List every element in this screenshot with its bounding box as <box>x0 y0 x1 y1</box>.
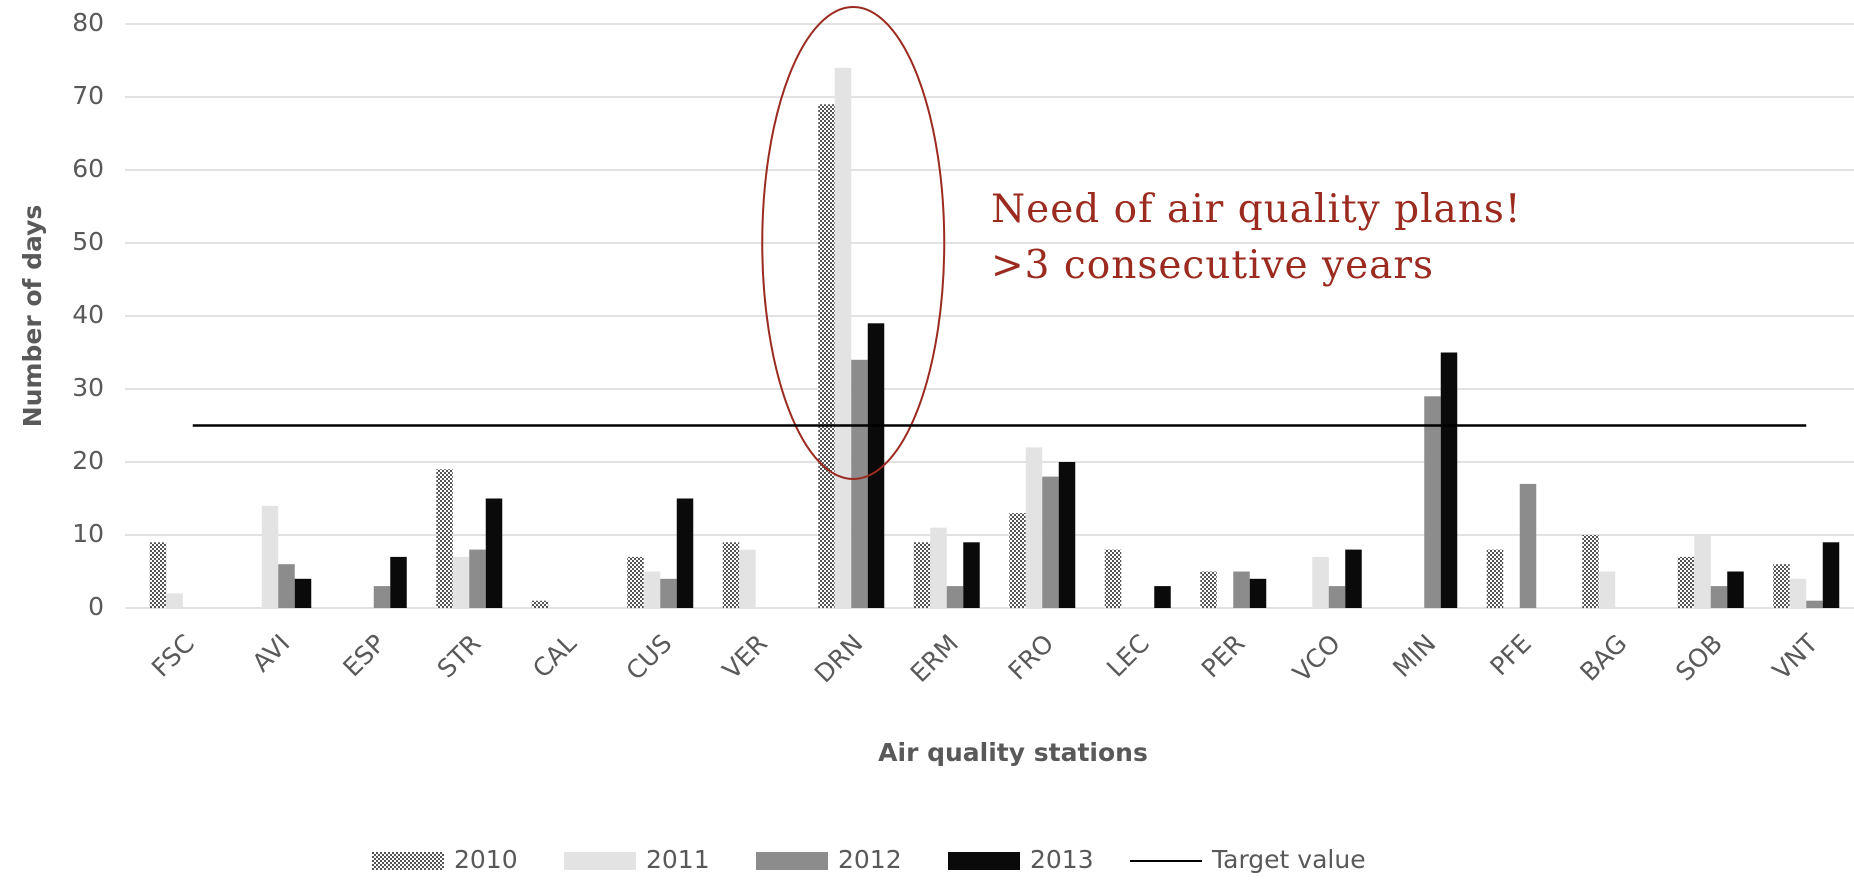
x-tick-label: FRO <box>1003 629 1060 686</box>
x-tick-label: LEC <box>1101 629 1155 683</box>
bar <box>1694 535 1711 608</box>
bar <box>1582 535 1599 608</box>
bar <box>643 571 661 608</box>
bar <box>739 549 756 608</box>
bar <box>1058 462 1076 608</box>
bar <box>1233 571 1250 608</box>
bar <box>436 469 453 608</box>
bar <box>1104 549 1122 608</box>
legend-label: 2012 <box>838 845 902 874</box>
y-axis-title: Number of days <box>18 205 47 428</box>
bar <box>1789 578 1807 608</box>
y-tick-label: 50 <box>72 227 104 256</box>
bar <box>1727 571 1744 608</box>
bar <box>485 498 503 608</box>
x-tick-label: STR <box>432 629 487 684</box>
legend-label: 2011 <box>646 845 710 874</box>
y-tick-label: 0 <box>88 592 104 621</box>
x-tick-label: PER <box>1196 629 1251 684</box>
y-tick-label: 60 <box>72 154 104 183</box>
highlight-ellipse <box>761 6 946 480</box>
x-axis-title: Air quality stations <box>878 738 1148 767</box>
x-tick-label: DRN <box>809 629 869 689</box>
bar <box>1806 600 1823 608</box>
bar <box>946 586 964 608</box>
bar <box>834 67 852 609</box>
bar <box>452 556 470 608</box>
bar <box>1440 352 1458 608</box>
bar <box>913 542 931 608</box>
bar <box>676 498 694 608</box>
bar <box>294 578 312 608</box>
bar <box>963 542 980 608</box>
x-tick-label: ERM <box>905 629 964 688</box>
legend-label: Target value <box>1211 845 1366 874</box>
bar <box>373 586 391 608</box>
annotation: Need of air quality plans! <box>991 187 1522 232</box>
bar <box>1249 578 1267 608</box>
x-tick-label: SOB <box>1670 629 1728 687</box>
x-tick-label: CUS <box>620 629 677 686</box>
x-tick-label: MIN <box>1387 629 1441 683</box>
bar <box>1822 542 1840 608</box>
bar <box>1042 476 1059 608</box>
bar <box>261 505 279 608</box>
y-tick-label: 10 <box>72 519 104 548</box>
bar <box>149 542 167 608</box>
legend-swatch <box>756 852 828 870</box>
bar <box>1154 586 1171 608</box>
y-tick-label: 40 <box>72 300 104 329</box>
y-tick-label: 70 <box>72 81 104 110</box>
x-tick-label: FSC <box>146 629 200 683</box>
legend-swatch <box>948 852 1020 870</box>
bar <box>867 323 885 608</box>
bar <box>1710 586 1728 608</box>
bar <box>469 549 486 608</box>
x-tick-label: BAG <box>1574 629 1632 687</box>
legend-label: 2010 <box>454 845 518 874</box>
bar <box>660 578 677 608</box>
y-tick-label: 30 <box>72 373 104 402</box>
bar <box>851 359 868 608</box>
bar <box>1200 571 1217 608</box>
bar <box>390 556 407 608</box>
bar <box>818 104 835 609</box>
x-tick-label: VNT <box>1767 628 1824 685</box>
bar <box>1025 447 1043 608</box>
bar <box>1009 513 1026 608</box>
x-tick-label: AVI <box>247 629 296 678</box>
legend-swatch <box>564 852 636 870</box>
bar <box>166 593 183 608</box>
bar <box>1345 549 1362 608</box>
bar <box>1677 556 1695 608</box>
x-tick-label: CAL <box>527 629 582 684</box>
bar <box>1519 483 1537 608</box>
legend-swatch <box>372 852 444 870</box>
bar <box>1486 549 1504 608</box>
annotation: >3 consecutive years <box>991 243 1434 288</box>
legend-label: 2013 <box>1030 845 1094 874</box>
bar <box>1312 556 1329 608</box>
x-tick-label: ESP <box>337 629 391 683</box>
x-tick-label: VCO <box>1287 629 1346 688</box>
y-tick-label: 20 <box>72 446 104 475</box>
bar <box>1598 571 1616 608</box>
bar <box>930 527 947 608</box>
y-tick-label: 80 <box>72 8 104 37</box>
x-tick-label: PFE <box>1484 629 1537 682</box>
bar <box>278 564 295 608</box>
bar <box>1424 396 1441 608</box>
x-tick-label: VER <box>717 629 773 685</box>
bar <box>531 600 549 608</box>
bar <box>627 556 644 608</box>
bar <box>1328 586 1346 608</box>
bar <box>722 542 740 608</box>
bar <box>1773 564 1790 608</box>
